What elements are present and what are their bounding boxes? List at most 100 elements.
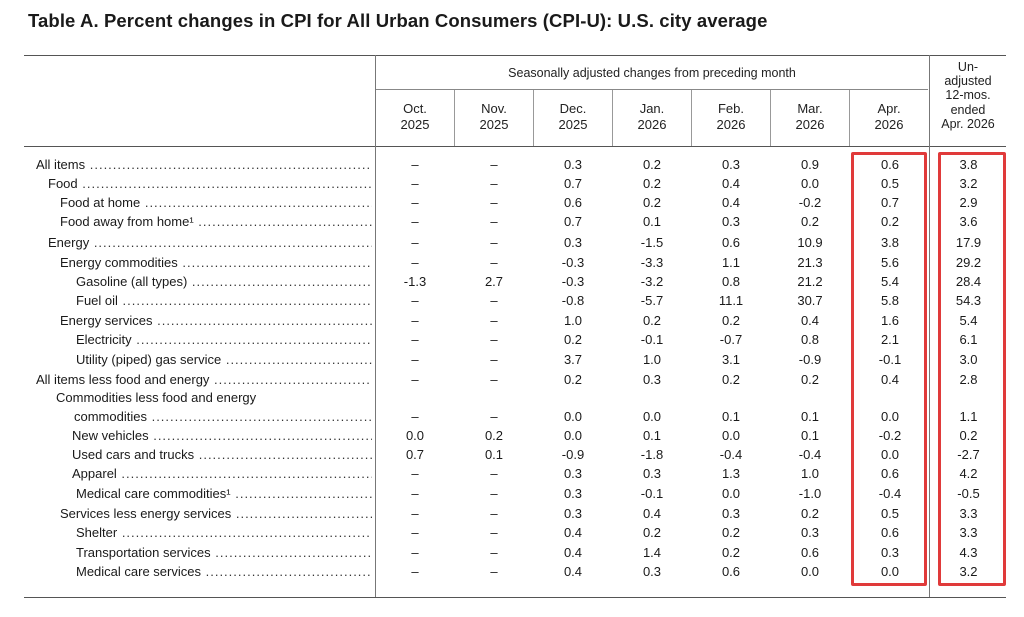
value-cell: – bbox=[490, 313, 498, 328]
value-cell: – bbox=[411, 486, 419, 501]
value-cell: -0.4 bbox=[798, 447, 822, 462]
month-label: Dec. bbox=[559, 101, 587, 116]
value-cell: 0.2 bbox=[642, 195, 662, 210]
value-cell: -0.3 bbox=[561, 274, 585, 289]
value-cell: – bbox=[490, 486, 498, 501]
value-cell: 1.0 bbox=[563, 313, 583, 328]
value-cell: 0.2 bbox=[800, 214, 820, 229]
value-cell: 1.3 bbox=[721, 466, 741, 481]
value-cell: 3.7 bbox=[563, 352, 583, 367]
value-cell: 0.5 bbox=[880, 506, 900, 521]
value-cell: -3.2 bbox=[640, 274, 664, 289]
month-label: Oct. bbox=[403, 101, 427, 116]
month-divider bbox=[612, 90, 613, 146]
value-cell: 0.0 bbox=[563, 409, 583, 424]
value-cell: -0.9 bbox=[561, 447, 585, 462]
value-cell: – bbox=[490, 372, 498, 387]
table-row: Medical care services – – 0.4 0.3 0.6 0.0 0.0 3.… bbox=[0, 562, 1024, 581]
value-cell: 0.2 bbox=[800, 372, 820, 387]
value-cell: – bbox=[490, 545, 498, 560]
row-label: Energy commodities bbox=[60, 253, 372, 272]
row-label-line1: Commodities less food and energy bbox=[56, 390, 257, 405]
value-cell: 11.1 bbox=[718, 293, 744, 308]
value-cell: -1.5 bbox=[640, 235, 664, 250]
month-label: Mar. bbox=[797, 101, 823, 116]
value-cell: -0.4 bbox=[719, 447, 743, 462]
row-label: Food bbox=[48, 174, 372, 193]
value-cell: -5.7 bbox=[640, 293, 664, 308]
value-cell: – bbox=[490, 564, 498, 579]
value-cell: 0.7 bbox=[405, 447, 425, 462]
bottom-rule bbox=[24, 597, 1006, 598]
header-bottom-rule bbox=[24, 146, 1006, 147]
value-cell: 54.3 bbox=[955, 293, 982, 308]
page-title: Table A. Percent changes in CPI for All … bbox=[28, 10, 768, 31]
table-row: All items – – 0.3 0.2 0.3 0.9 0.6 3.8 bbox=[0, 155, 1024, 174]
value-cell: 0.3 bbox=[563, 235, 583, 250]
unadjusted-header: Un- adjusted 12-mos. ended Apr. 2026 bbox=[930, 60, 1006, 131]
month-header: Oct. 2025 bbox=[376, 101, 454, 133]
value-cell: 29.2 bbox=[955, 255, 982, 270]
year-label: 2025 bbox=[400, 117, 430, 132]
month-divider bbox=[533, 90, 534, 146]
row-label: Transportation services bbox=[76, 543, 372, 562]
value-cell: – bbox=[411, 255, 419, 270]
value-cell: – bbox=[490, 506, 498, 521]
row-label: Apparel bbox=[72, 464, 372, 483]
value-cell: 2.7 bbox=[484, 274, 504, 289]
value-cell: 1.1 bbox=[959, 409, 978, 424]
year-label: 2025 bbox=[558, 117, 588, 132]
value-cell: 28.4 bbox=[955, 274, 982, 289]
value-cell: 0.6 bbox=[880, 466, 900, 481]
value-cell: 30.7 bbox=[797, 293, 823, 308]
value-cell: – bbox=[490, 214, 498, 229]
value-cell: -3.3 bbox=[640, 255, 664, 270]
value-cell: 0.6 bbox=[563, 195, 583, 210]
value-cell: 0.3 bbox=[880, 545, 900, 560]
month-divider bbox=[770, 90, 771, 146]
value-cell: 0.4 bbox=[563, 564, 583, 579]
value-cell: 0.7 bbox=[563, 176, 583, 191]
value-cell: 0.0 bbox=[880, 409, 900, 424]
value-cell: 0.3 bbox=[721, 506, 741, 521]
row-label: Energy bbox=[48, 233, 372, 252]
top-rule bbox=[24, 55, 1006, 56]
value-cell: 1.1 bbox=[721, 255, 741, 270]
table-row: Commodities less food and energy commodit… bbox=[0, 390, 1024, 426]
value-cell: 21.2 bbox=[797, 274, 823, 289]
value-cell: – bbox=[411, 466, 419, 481]
table-row: Gasoline (all types) -1.3 2.7 -0.3 -3.2 0.8 21… bbox=[0, 272, 1024, 291]
table-row: Shelter – – 0.4 0.2 0.2 0.3 0.6 3.3 bbox=[0, 523, 1024, 542]
month-label: Feb. bbox=[717, 101, 744, 116]
table-row: Services less energy services – – 0.3 0.4 0.3… bbox=[0, 504, 1024, 523]
value-cell: 0.1 bbox=[800, 409, 820, 424]
value-cell: – bbox=[411, 372, 419, 387]
value-cell: 0.6 bbox=[721, 235, 741, 250]
value-cell: 5.4 bbox=[959, 313, 978, 328]
value-cell: 21.3 bbox=[797, 255, 823, 270]
value-cell: 0.0 bbox=[563, 428, 583, 443]
value-cell: 3.6 bbox=[959, 214, 978, 229]
row-label: Gasoline (all types) bbox=[76, 272, 372, 291]
value-cell: 0.2 bbox=[563, 332, 583, 347]
year-label: 2025 bbox=[479, 117, 509, 132]
value-cell: – bbox=[411, 525, 419, 540]
value-cell: – bbox=[490, 409, 498, 424]
row-label: Fuel oil bbox=[76, 291, 372, 310]
value-cell: 0.1 bbox=[642, 214, 662, 229]
unadjusted-line: adjusted bbox=[944, 74, 992, 89]
value-cell: 4.3 bbox=[959, 545, 978, 560]
value-cell: 0.4 bbox=[880, 372, 900, 387]
value-cell: -0.8 bbox=[561, 293, 585, 308]
value-cell: -1.3 bbox=[403, 274, 427, 289]
value-cell: 0.3 bbox=[642, 466, 662, 481]
value-cell: 0.4 bbox=[563, 525, 583, 540]
value-cell: – bbox=[411, 195, 419, 210]
value-cell: 0.2 bbox=[563, 372, 583, 387]
value-cell: – bbox=[411, 313, 419, 328]
value-cell: 6.1 bbox=[959, 332, 978, 347]
value-cell: 0.2 bbox=[721, 372, 741, 387]
year-label: 2026 bbox=[637, 117, 667, 132]
value-cell: 0.2 bbox=[642, 313, 662, 328]
unadjusted-line: Un- bbox=[957, 60, 979, 74]
